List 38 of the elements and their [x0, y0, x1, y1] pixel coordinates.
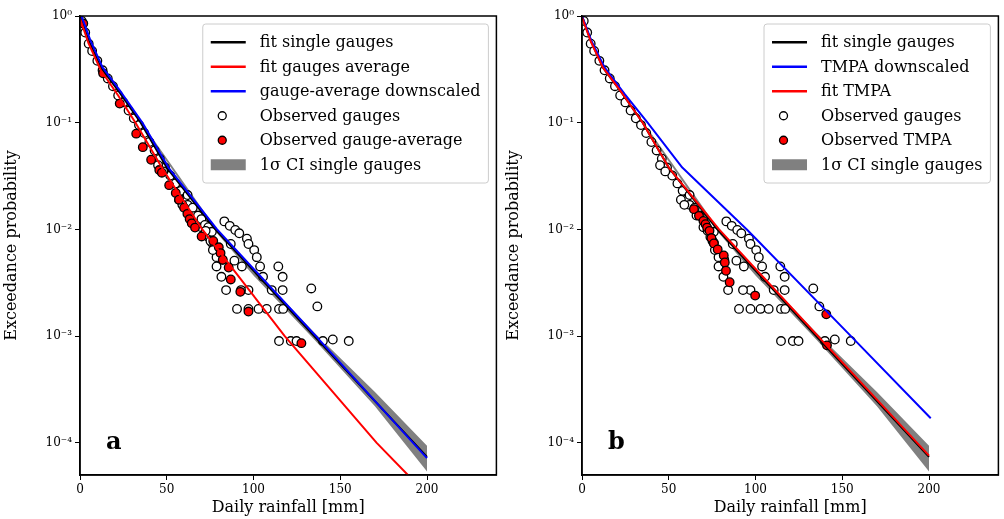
y-axis-title: Exceedance probability: [0, 150, 20, 341]
x-tick-label: 150: [830, 482, 854, 497]
y-tick-label: 10⁻²: [45, 221, 73, 236]
x-tick-label: 150: [328, 482, 352, 497]
legend-label: fit gauges average: [259, 56, 410, 76]
x-tick-label: 100: [744, 482, 767, 497]
legend-label: Observed gauges: [259, 105, 401, 125]
legend-label: Observed gauges: [821, 105, 962, 125]
y-tick-label: 10⁻¹: [45, 114, 72, 129]
y-axis-title: Exceedance probability: [502, 150, 522, 341]
y-tick-label: 10⁰: [553, 8, 575, 23]
legend-label: 1σ CI single gauges: [259, 154, 422, 174]
legend-label: 1σ CI single gauges: [821, 154, 983, 174]
x-tick-label: 200: [415, 482, 439, 497]
x-tick-label: 0: [578, 482, 586, 497]
y-tick-label: 10⁻²: [547, 221, 575, 236]
y-tick-label: 10⁻⁴: [45, 435, 73, 449]
x-tick-label: 50: [661, 482, 677, 497]
legend-label: gauge-average downscaled: [259, 81, 481, 101]
x-axis-title: Daily rainfall [mm]: [713, 496, 867, 516]
annotation: a: [106, 426, 122, 455]
y-tick-label: 10⁻⁴: [547, 435, 575, 449]
legend-label: fit TMPA: [821, 81, 892, 101]
y-tick-label: 10⁻³: [45, 328, 73, 343]
x-tick-label: 200: [917, 482, 941, 497]
x-tick-label: 0: [76, 482, 84, 497]
y-tick-label: 10⁻¹: [547, 114, 574, 129]
y-tick-label: 10⁻³: [547, 328, 575, 343]
x-tick-label: 50: [159, 482, 175, 497]
legend-label: fit single gauges: [821, 32, 955, 52]
y-tick-label: 10⁰: [51, 8, 73, 23]
legend-label: fit single gauges: [259, 32, 394, 52]
x-axis-title: Daily rainfall [mm]: [211, 496, 365, 516]
legend-label: Observed TMPA: [821, 130, 952, 150]
annotation: b: [608, 426, 625, 455]
x-tick-label: 100: [242, 482, 265, 497]
legend-label: Observed gauge-average: [259, 130, 463, 150]
legend-label: TMPA downscaled: [821, 56, 970, 76]
